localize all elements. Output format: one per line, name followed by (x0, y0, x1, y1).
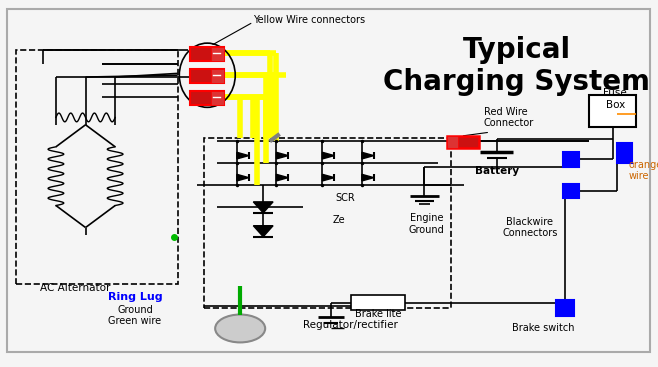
Bar (617, 143, 632, 163)
Polygon shape (362, 174, 374, 181)
Polygon shape (362, 152, 374, 159)
Text: Fuse
Box: Fuse Box (603, 88, 627, 110)
Bar (447, 136, 458, 148)
Text: Blackwire
Connectors: Blackwire Connectors (502, 217, 557, 238)
Text: SCR: SCR (336, 193, 355, 203)
Bar (211, 47, 224, 61)
Text: Ring Lug: Ring Lug (107, 292, 163, 302)
Text: Regulator/rectifier: Regulator/rectifier (303, 320, 397, 330)
Bar (447, 136, 479, 148)
Text: Ground: Ground (117, 305, 153, 315)
Polygon shape (322, 174, 334, 181)
Polygon shape (237, 152, 249, 159)
Bar (556, 300, 574, 316)
Text: AC Alternator: AC Alternator (41, 283, 111, 293)
Bar (204, 138, 451, 308)
Bar (589, 95, 636, 127)
Bar (190, 47, 224, 61)
Text: Battery: Battery (474, 166, 519, 176)
Bar (190, 91, 224, 105)
Polygon shape (276, 152, 288, 159)
Polygon shape (253, 226, 273, 237)
Polygon shape (322, 152, 334, 159)
Text: Brake lite: Brake lite (355, 309, 401, 319)
Bar (211, 91, 224, 105)
Text: Engine
Ground: Engine Ground (409, 213, 444, 235)
Polygon shape (237, 174, 249, 181)
Text: orange
wire: orange wire (628, 160, 658, 181)
Polygon shape (276, 174, 288, 181)
Bar (563, 184, 579, 198)
Text: Typical
Charging System: Typical Charging System (383, 36, 650, 96)
Bar (351, 295, 405, 310)
Bar (16, 50, 178, 284)
Text: Yellow Wire connectors: Yellow Wire connectors (253, 15, 365, 25)
Bar (190, 69, 224, 83)
Text: Brake switch: Brake switch (512, 323, 574, 334)
Bar (563, 152, 579, 167)
Text: Red Wire
Connector: Red Wire Connector (484, 107, 534, 128)
Text: Green wire: Green wire (109, 316, 161, 326)
Text: Ze: Ze (332, 215, 345, 225)
Bar (211, 69, 224, 83)
Circle shape (215, 315, 265, 342)
Polygon shape (253, 202, 273, 213)
